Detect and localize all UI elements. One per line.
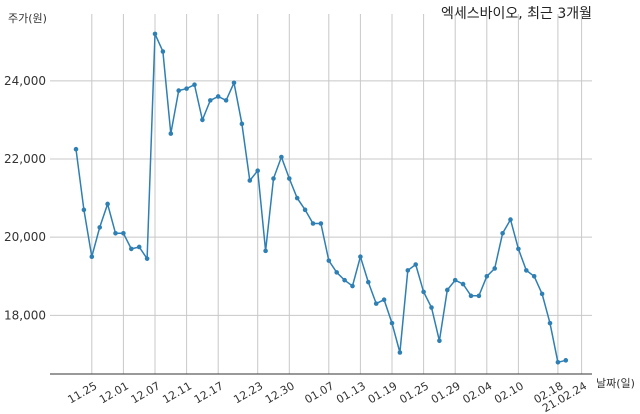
- x-tick-label: 02.04: [461, 379, 495, 406]
- price-point: [73, 146, 79, 152]
- x-tick-label: 12.23: [231, 379, 265, 406]
- x-tick-label: 12.01: [97, 379, 131, 406]
- price-point: [294, 195, 300, 201]
- price-point: [168, 131, 174, 136]
- price-point: [176, 88, 181, 93]
- price-point: [318, 221, 324, 226]
- price-point: [358, 254, 363, 260]
- x-tick-label: 12.07: [129, 379, 163, 406]
- x-gridlines: [91, 14, 583, 374]
- price-point: [152, 31, 158, 37]
- price-point: [547, 320, 553, 326]
- price-point: [476, 293, 482, 299]
- price-point: [555, 359, 561, 365]
- x-tick-label: 01.25: [397, 379, 431, 406]
- price-point: [460, 281, 466, 287]
- price-point: [516, 246, 521, 252]
- price-point: [113, 230, 118, 236]
- price-point: [136, 244, 142, 250]
- price-point: [144, 256, 150, 261]
- price-point: [215, 94, 221, 99]
- price-point: [500, 230, 505, 236]
- price-point: [334, 270, 340, 275]
- y-gridlines: [50, 80, 592, 316]
- price-point: [184, 86, 189, 91]
- price-point: [429, 305, 434, 310]
- price-point: [397, 350, 403, 355]
- price-point: [287, 176, 292, 181]
- price-point: [326, 258, 332, 263]
- price-point: [421, 289, 426, 295]
- x-tick-label: 02.10: [492, 379, 526, 406]
- price-point: [492, 266, 498, 271]
- price-points: [73, 31, 569, 365]
- price-point: [89, 254, 95, 260]
- price-point: [192, 82, 197, 88]
- price-point: [539, 291, 545, 297]
- price-point: [484, 273, 490, 279]
- price-point: [160, 49, 166, 54]
- x-tick-label: 12.11: [160, 379, 194, 406]
- price-point: [452, 277, 458, 283]
- price-point: [279, 154, 284, 160]
- y-tick-label: 24,000: [4, 74, 46, 88]
- price-point: [97, 225, 102, 230]
- x-tick-label: 01.13: [334, 379, 368, 406]
- price-point: [255, 168, 260, 174]
- x-tick-label: 12.30: [263, 379, 297, 406]
- price-point: [271, 176, 276, 181]
- y-tick-labels: 18,000 20,000 22,000 24,000: [4, 74, 46, 323]
- x-tick-label: 12.17: [192, 379, 226, 406]
- price-point: [413, 262, 419, 267]
- price-point: [239, 121, 245, 127]
- price-point: [208, 98, 213, 103]
- price-point: [468, 293, 474, 299]
- price-point: [381, 297, 387, 303]
- y-tick-label: 20,000: [4, 230, 46, 244]
- x-tick-label: 01.07: [303, 379, 337, 406]
- price-point: [366, 279, 371, 285]
- price-line: [75, 33, 566, 364]
- price-point: [531, 273, 537, 279]
- x-tick-label: 01.19: [366, 379, 400, 406]
- price-point: [445, 287, 450, 293]
- price-point: [105, 201, 110, 207]
- price-point: [437, 338, 442, 344]
- price-point: [263, 248, 268, 254]
- price-point: [405, 268, 411, 273]
- chart-title: 엑세스바이오, 최근 3개월: [441, 6, 592, 22]
- price-point: [563, 358, 569, 363]
- price-point: [342, 277, 347, 283]
- y-tick-label: 22,000: [4, 152, 46, 166]
- price-point: [350, 283, 355, 289]
- price-point: [524, 268, 529, 273]
- price-point: [389, 320, 395, 326]
- price-point: [121, 230, 126, 236]
- x-tick-label: 01.29: [429, 379, 463, 406]
- price-point: [200, 117, 205, 123]
- y-axis-label: 주가(원): [8, 12, 47, 25]
- price-point: [129, 246, 134, 252]
- price-point: [81, 207, 87, 213]
- y-tick-label: 18,000: [4, 308, 46, 322]
- price-point: [373, 301, 379, 306]
- price-point: [247, 178, 253, 183]
- x-tick-label: 11.25: [66, 379, 100, 406]
- x-axis-label: 날짜(일): [596, 376, 635, 390]
- price-point: [508, 217, 513, 222]
- price-point: [223, 98, 229, 103]
- price-point: [310, 221, 316, 226]
- price-point: [231, 80, 237, 86]
- price-point: [302, 207, 308, 213]
